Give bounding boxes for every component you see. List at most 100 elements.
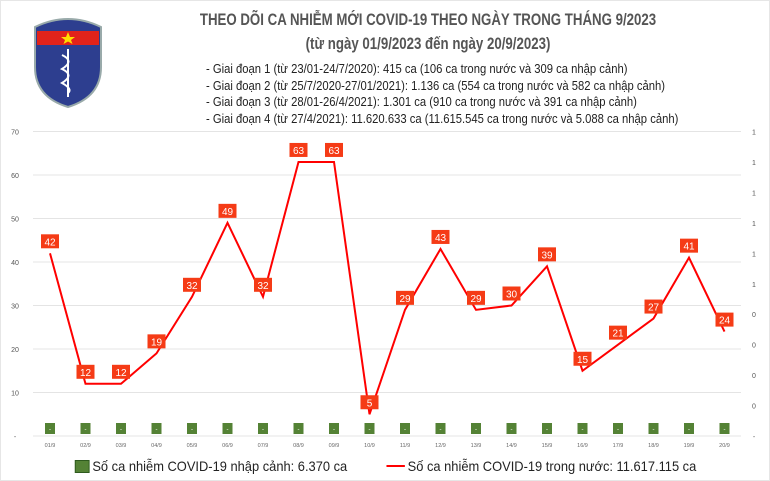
left-axis-tick: - xyxy=(14,434,17,441)
right-axis-tick: 1 xyxy=(752,190,756,197)
line-data-label: 63 xyxy=(293,146,305,157)
bar-imported xyxy=(435,423,446,434)
note-phase-4: - Giai đoạn 4 (từ 27/4/2021): 11.620.633… xyxy=(206,111,679,126)
legend-item-imported: Số ca nhiễm COVID-19 nhập cảnh: 6.370 ca xyxy=(74,458,347,474)
left-axis-tick: 60 xyxy=(11,173,19,180)
data-label-box xyxy=(360,395,379,410)
x-axis-tick: 06/9 xyxy=(222,443,233,449)
right-axis-tick: 1 xyxy=(752,251,756,258)
bar-imported xyxy=(45,423,55,434)
bar-imported xyxy=(116,423,126,434)
line-data-label: 43 xyxy=(435,233,447,244)
bar-data-label: - xyxy=(298,427,300,433)
x-axis-tick: 04/9 xyxy=(151,443,162,449)
bar-imported xyxy=(577,423,588,434)
x-axis-tick: 13/9 xyxy=(471,443,482,449)
bar-imported xyxy=(400,423,410,434)
line-data-label: 42 xyxy=(44,237,56,248)
data-label-box xyxy=(502,286,521,301)
line-data-label: 49 xyxy=(222,207,234,218)
bar-data-label: - xyxy=(617,427,619,433)
bar-data-label: - xyxy=(688,427,690,433)
x-axis-tick: 01/9 xyxy=(45,443,56,449)
note-phase-2: - Giai đoạn 2 (từ 25/7/2020-27/01/2021):… xyxy=(206,78,665,93)
bar-swatch-icon xyxy=(74,459,90,473)
data-label-box xyxy=(467,290,485,305)
bar-imported xyxy=(329,423,339,434)
line-data-label: 12 xyxy=(115,368,127,379)
note-phase-1: - Giai đoạn 1 (từ 23/01-24/7/2020): 415 … xyxy=(206,62,628,76)
line-data-label: 39 xyxy=(541,250,553,261)
legend-item-domestic: Số ca nhiễm COVID-19 trong nước: 11.617.… xyxy=(386,458,696,474)
x-axis-tick: 12/9 xyxy=(435,443,446,449)
line-data-label: 5 xyxy=(367,398,373,409)
bar-imported xyxy=(151,423,162,434)
bar-data-label: - xyxy=(120,427,122,433)
left-axis-tick: 30 xyxy=(11,304,19,311)
bar-imported xyxy=(80,423,91,434)
ministry-of-health-logo xyxy=(34,18,102,109)
line-data-label: 32 xyxy=(186,281,198,292)
line-data-label: 24 xyxy=(719,316,731,327)
bar-imported xyxy=(293,423,304,434)
bar-imported xyxy=(506,423,517,434)
right-axis-tick: 1 xyxy=(752,221,756,228)
bar-data-label: - xyxy=(49,427,51,433)
data-label-box xyxy=(325,142,343,157)
line-swatch-icon xyxy=(386,465,405,467)
left-axis-tick: 50 xyxy=(11,217,19,224)
bar-data-label: - xyxy=(724,427,726,433)
line-data-label: 12 xyxy=(80,368,92,379)
bar-imported xyxy=(222,423,233,434)
data-label-box xyxy=(112,364,130,379)
line-data-label: 21 xyxy=(612,329,624,340)
bar-data-label: - xyxy=(653,427,655,433)
bar-data-label: - xyxy=(156,427,158,433)
bar-imported xyxy=(258,423,268,434)
x-axis-tick: 20/9 xyxy=(719,443,730,449)
bar-imported xyxy=(471,423,481,434)
x-axis-tick: 11/9 xyxy=(400,443,410,449)
right-axis-tick: - xyxy=(753,434,756,441)
data-label-box xyxy=(289,142,308,157)
line-domestic xyxy=(49,160,726,415)
x-axis-tick: 14/9 xyxy=(506,443,517,449)
data-label-box xyxy=(41,234,59,249)
bar-data-label: - xyxy=(404,427,406,433)
x-axis-tick: 08/9 xyxy=(293,443,304,449)
bar-imported xyxy=(613,423,623,434)
x-axis-tick: 05/9 xyxy=(187,443,198,449)
left-axis-tick: 20 xyxy=(11,347,19,354)
bar-imported xyxy=(364,423,375,434)
bar-imported xyxy=(542,423,552,434)
line-data-label: 19 xyxy=(151,337,163,348)
title-line-1: THEO DÕI CA NHIỄM MỚI COVID-19 THEO NGÀY… xyxy=(199,10,657,29)
x-axis-tick: 15/9 xyxy=(542,443,553,449)
line-data-label: 29 xyxy=(470,294,482,305)
line-data-label: 63 xyxy=(328,146,340,157)
right-axis-tick: 0 xyxy=(752,373,756,380)
data-label-box xyxy=(538,247,556,262)
data-label-box xyxy=(76,364,95,379)
right-axis-tick: 0 xyxy=(752,312,756,319)
data-label-box xyxy=(396,290,414,305)
note-phase-3: - Giai đoạn 3 (từ 28/01-26/4/2021): 1.30… xyxy=(206,95,637,109)
bar-data-label: - xyxy=(369,427,371,433)
line-data-label: 30 xyxy=(506,290,518,301)
bar-imported xyxy=(187,423,197,434)
data-label-box xyxy=(431,229,450,244)
data-label-box xyxy=(680,238,698,253)
line-data-label: 41 xyxy=(683,242,695,253)
bar-data-label: - xyxy=(191,427,193,433)
data-label-box xyxy=(715,312,734,327)
bar-data-label: - xyxy=(262,427,264,433)
bar-data-label: - xyxy=(582,427,584,433)
data-label-box xyxy=(644,299,663,314)
right-axis-tick: 1 xyxy=(752,282,756,289)
x-axis-tick: 10/9 xyxy=(364,443,375,449)
legend-label: Số ca nhiễm COVID-19 trong nước: 11.617.… xyxy=(407,458,696,474)
line-data-label: 15 xyxy=(577,355,589,366)
bar-imported xyxy=(648,423,659,434)
x-axis-tick: 07/9 xyxy=(258,443,269,449)
